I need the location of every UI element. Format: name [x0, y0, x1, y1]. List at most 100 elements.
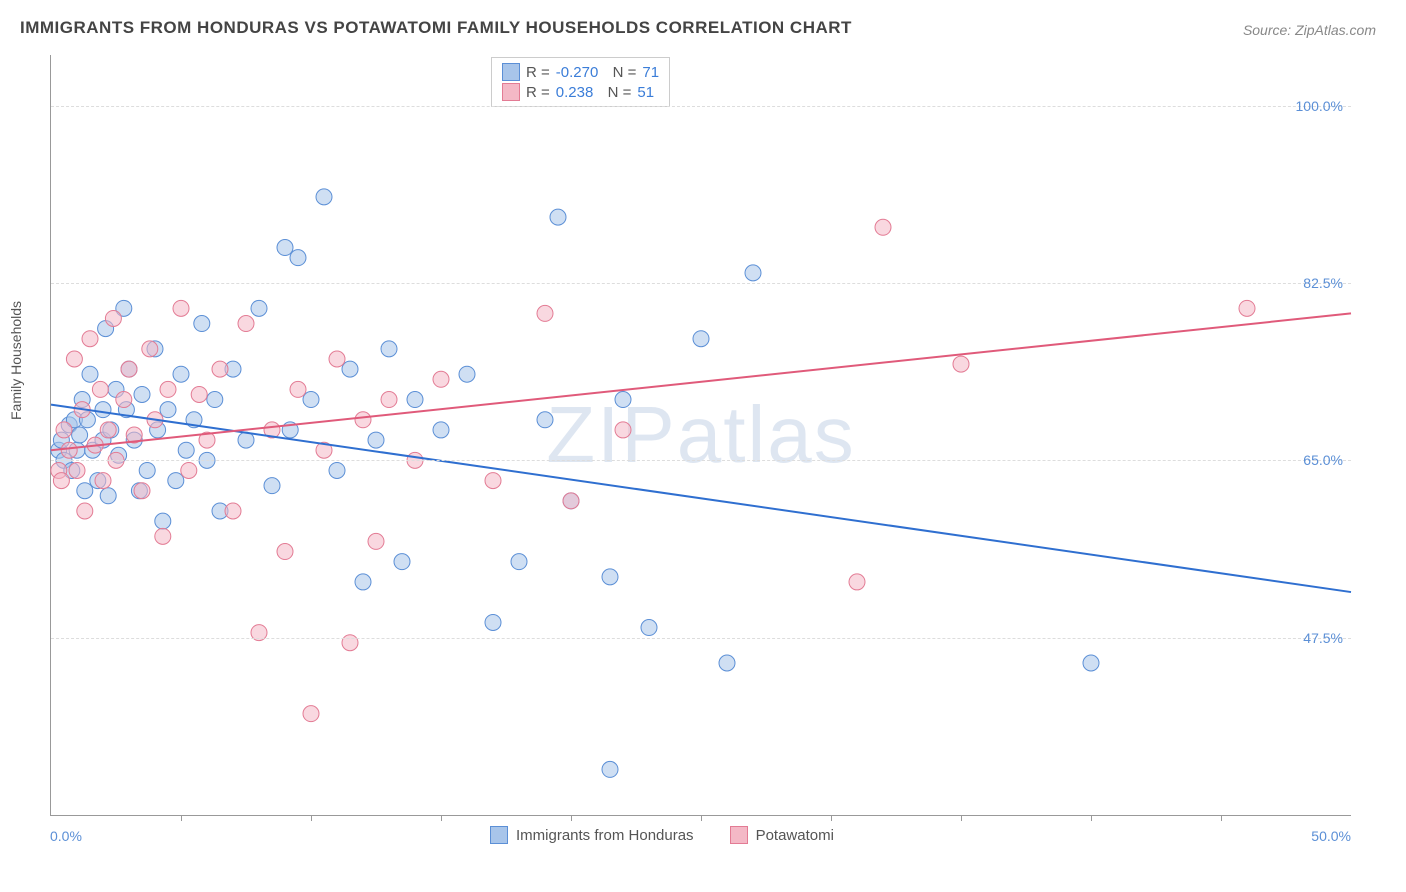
trend-line — [51, 405, 1351, 592]
data-point — [100, 422, 116, 438]
gridline — [51, 638, 1351, 639]
data-point — [82, 331, 98, 347]
data-point — [178, 442, 194, 458]
data-point — [77, 483, 93, 499]
data-point — [1239, 300, 1255, 316]
data-point — [537, 305, 553, 321]
data-point — [139, 462, 155, 478]
x-tick — [181, 815, 182, 821]
data-point — [511, 554, 527, 570]
data-point — [95, 402, 111, 418]
data-point — [212, 361, 228, 377]
data-point — [719, 655, 735, 671]
data-point — [160, 381, 176, 397]
chart-title: IMMIGRANTS FROM HONDURAS VS POTAWATOMI F… — [20, 18, 852, 38]
data-point — [168, 473, 184, 489]
legend-swatch-bottom-1 — [490, 826, 508, 844]
data-point — [121, 361, 137, 377]
data-point — [407, 392, 423, 408]
data-point — [251, 300, 267, 316]
gridline — [51, 460, 1351, 461]
y-tick-label: 100.0% — [1296, 98, 1343, 114]
gridline — [51, 283, 1351, 284]
data-point — [277, 240, 293, 256]
data-point — [72, 427, 88, 443]
data-point — [368, 432, 384, 448]
data-point — [95, 473, 111, 489]
source-attribution: Source: ZipAtlas.com — [1243, 22, 1376, 38]
data-point — [602, 761, 618, 777]
gridline — [51, 106, 1351, 107]
data-point — [160, 402, 176, 418]
data-point — [53, 473, 69, 489]
x-axis-min-label: 0.0% — [50, 828, 82, 844]
data-point — [134, 386, 150, 402]
plot-area: ZIPatlas R = -0.270 N = 71 R = 0.238 N =… — [50, 55, 1351, 816]
x-tick — [441, 815, 442, 821]
data-point — [329, 462, 345, 478]
data-point — [173, 366, 189, 382]
legend-label-1: Immigrants from Honduras — [516, 827, 694, 844]
x-axis-max-label: 50.0% — [1311, 828, 1351, 844]
data-point — [82, 366, 98, 382]
x-tick — [831, 815, 832, 821]
data-point — [368, 533, 384, 549]
data-point — [134, 483, 150, 499]
data-point — [238, 316, 254, 332]
data-point — [485, 614, 501, 630]
data-point — [290, 381, 306, 397]
data-point — [303, 392, 319, 408]
data-point — [537, 412, 553, 428]
data-point — [116, 392, 132, 408]
data-point — [191, 386, 207, 402]
series-legend: Immigrants from Honduras Potawatomi — [490, 826, 834, 844]
data-point — [329, 351, 345, 367]
data-point — [155, 528, 171, 544]
data-point — [100, 488, 116, 504]
data-point — [225, 503, 241, 519]
data-point — [355, 412, 371, 428]
data-point — [1083, 655, 1099, 671]
data-point — [92, 381, 108, 397]
data-point — [550, 209, 566, 225]
legend-swatch-bottom-2 — [730, 826, 748, 844]
data-point — [745, 265, 761, 281]
data-point — [61, 442, 77, 458]
data-point — [316, 189, 332, 205]
x-tick — [571, 815, 572, 821]
data-point — [381, 392, 397, 408]
data-point — [207, 392, 223, 408]
data-point — [394, 554, 410, 570]
data-point — [77, 503, 93, 519]
x-tick — [1091, 815, 1092, 821]
data-point — [433, 422, 449, 438]
data-point — [142, 341, 158, 357]
data-point — [615, 422, 631, 438]
data-point — [342, 361, 358, 377]
x-tick — [311, 815, 312, 821]
data-point — [563, 493, 579, 509]
data-point — [641, 620, 657, 636]
x-tick — [961, 815, 962, 821]
data-point — [953, 356, 969, 372]
data-point — [303, 706, 319, 722]
data-point — [105, 310, 121, 326]
data-point — [381, 341, 397, 357]
data-point — [459, 366, 475, 382]
data-point — [875, 219, 891, 235]
y-axis-label: Family Households — [8, 301, 24, 420]
data-point — [155, 513, 171, 529]
x-tick — [701, 815, 702, 821]
data-point — [290, 250, 306, 266]
data-point — [181, 462, 197, 478]
y-tick-label: 82.5% — [1303, 275, 1343, 291]
data-point — [355, 574, 371, 590]
data-point — [615, 392, 631, 408]
legend-entry-series-1: Immigrants from Honduras — [490, 826, 694, 844]
data-point — [602, 569, 618, 585]
data-point — [485, 473, 501, 489]
data-point — [173, 300, 189, 316]
y-tick-label: 47.5% — [1303, 630, 1343, 646]
data-point — [264, 478, 280, 494]
legend-entry-series-2: Potawatomi — [730, 826, 834, 844]
